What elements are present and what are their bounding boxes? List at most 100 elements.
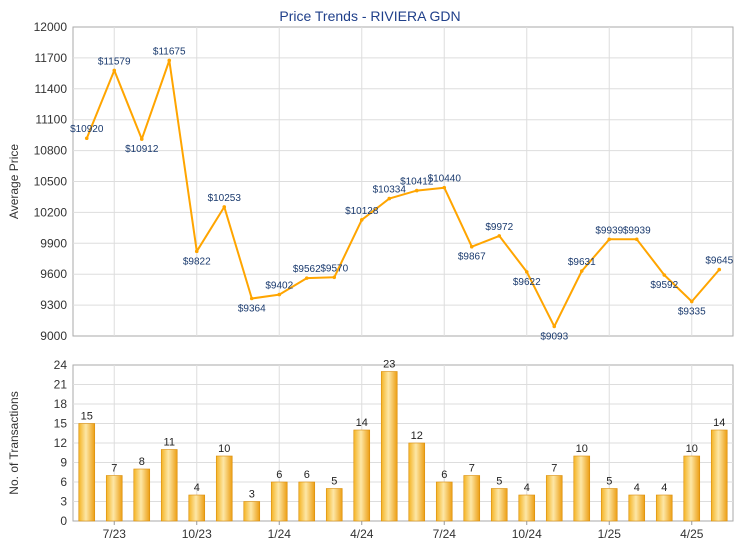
price-point [84, 136, 89, 141]
price-point [524, 270, 529, 274]
transactions-y-axis-label: No. of Transactions [7, 391, 21, 494]
transactions-y-tick-label: 18 [54, 397, 68, 411]
transactions-y-tick-label: 15 [54, 417, 68, 431]
transactions-data-label: 4 [661, 482, 667, 494]
price-data-label: $9622 [513, 277, 541, 288]
transactions-bar [435, 481, 453, 522]
price-point [222, 205, 227, 209]
price-point [332, 275, 337, 280]
x-tick-label: 7/24 [433, 527, 457, 541]
price-data-label: $9867 [458, 252, 486, 263]
price-data-label: $10128 [345, 206, 379, 217]
price-data-label: $11675 [153, 46, 186, 57]
transactions-bar [243, 501, 261, 522]
transactions-data-label: 3 [249, 489, 255, 501]
x-tick-label: 10/24 [512, 527, 542, 541]
price-y-tick-label: 10500 [34, 175, 68, 189]
transactions-bar [188, 494, 206, 522]
x-tick-label: 7/23 [103, 527, 127, 541]
transactions-bar [518, 494, 536, 522]
transactions-bar [298, 481, 316, 522]
transactions-bar [600, 488, 618, 522]
price-data-label: $9592 [650, 280, 678, 291]
transactions-data-label: 14 [356, 417, 368, 429]
x-tick-label: 4/24 [350, 527, 374, 541]
x-tick-label: 4/25 [680, 527, 704, 541]
transactions-data-label: 7 [111, 463, 117, 475]
transactions-data-label: 4 [524, 482, 530, 494]
price-data-label: $9822 [183, 256, 211, 267]
transactions-bar [215, 455, 233, 522]
price-point [469, 244, 474, 249]
transactions-bar [683, 455, 701, 522]
price-data-label: $9364 [238, 304, 266, 315]
transactions-data-label: 5 [331, 476, 337, 488]
transactions-data-label: 8 [139, 456, 145, 468]
price-y-axis-label: Average Price [7, 144, 21, 219]
price-point [634, 237, 639, 242]
price-point [304, 276, 309, 280]
transactions-bar [380, 371, 398, 522]
transactions-bar [573, 455, 591, 522]
transactions-data-label: 5 [606, 476, 612, 488]
transactions-data-label: 10 [686, 443, 698, 455]
price-point [112, 68, 117, 73]
transactions-data-label: 11 [164, 437, 175, 449]
transactions-data-label: 4 [634, 482, 640, 494]
transactions-data-label: 10 [218, 443, 230, 455]
price-data-label: $11579 [98, 56, 131, 67]
transactions-data-label: 6 [276, 469, 282, 481]
transactions-y-tick-label: 6 [60, 475, 67, 489]
price-point [387, 196, 392, 201]
transactions-bar [270, 481, 288, 522]
price-point [359, 218, 364, 222]
price-y-tick-label: 12000 [34, 20, 68, 34]
price-data-label: $10920 [70, 124, 104, 135]
transactions-bar [710, 429, 728, 522]
transactions-data-label: 23 [383, 359, 395, 371]
price-data-label: $10412 [400, 177, 434, 188]
price-point [277, 292, 282, 297]
price-y-tick-label: 9900 [40, 236, 67, 250]
transactions-data-label: 5 [496, 476, 502, 488]
transactions-data-label: 4 [194, 482, 200, 494]
price-point [689, 299, 694, 304]
transactions-y-tick-label: 3 [60, 495, 67, 509]
transactions-bar [353, 429, 371, 522]
price-data-label: $9562 [293, 264, 321, 275]
transactions-data-label: 15 [81, 411, 93, 423]
transactions-bar [628, 494, 646, 522]
price-data-label: $9631 [568, 257, 596, 268]
price-y-tick-label: 9000 [40, 329, 67, 343]
transactions-bar [655, 494, 673, 522]
price-point [662, 273, 667, 277]
price-data-label: $10334 [373, 185, 407, 196]
price-data-label: $9972 [485, 222, 513, 233]
transactions-data-label: 10 [576, 443, 588, 455]
price-y-tick-label: 11100 [35, 113, 67, 127]
transactions-y-tick-label: 9 [60, 456, 67, 470]
price-point [579, 269, 584, 273]
price-data-label: $9335 [678, 306, 706, 317]
transactions-bar [408, 442, 426, 522]
transactions-bar [490, 488, 508, 522]
price-data-label: $9570 [320, 263, 348, 274]
transactions-data-label: 7 [469, 463, 475, 475]
price-point [442, 185, 447, 190]
price-point [497, 234, 502, 238]
x-tick-label: 1/25 [598, 527, 622, 541]
x-tick-label: 10/23 [182, 527, 212, 541]
transactions-bar [133, 468, 151, 522]
transactions-bar [78, 423, 96, 522]
transactions-data-label: 14 [713, 417, 725, 429]
transactions-y-tick-label: 24 [54, 358, 68, 372]
transactions-bar [545, 475, 563, 522]
price-data-label: $10440 [428, 174, 462, 185]
transactions-data-label: 12 [411, 430, 423, 442]
x-tick-label: 1/24 [268, 527, 292, 541]
transactions-y-tick-label: 0 [60, 514, 67, 528]
transactions-y-tick-label: 21 [54, 378, 68, 392]
transactions-data-label: 7 [551, 463, 557, 475]
price-data-label: $9939 [623, 225, 651, 236]
